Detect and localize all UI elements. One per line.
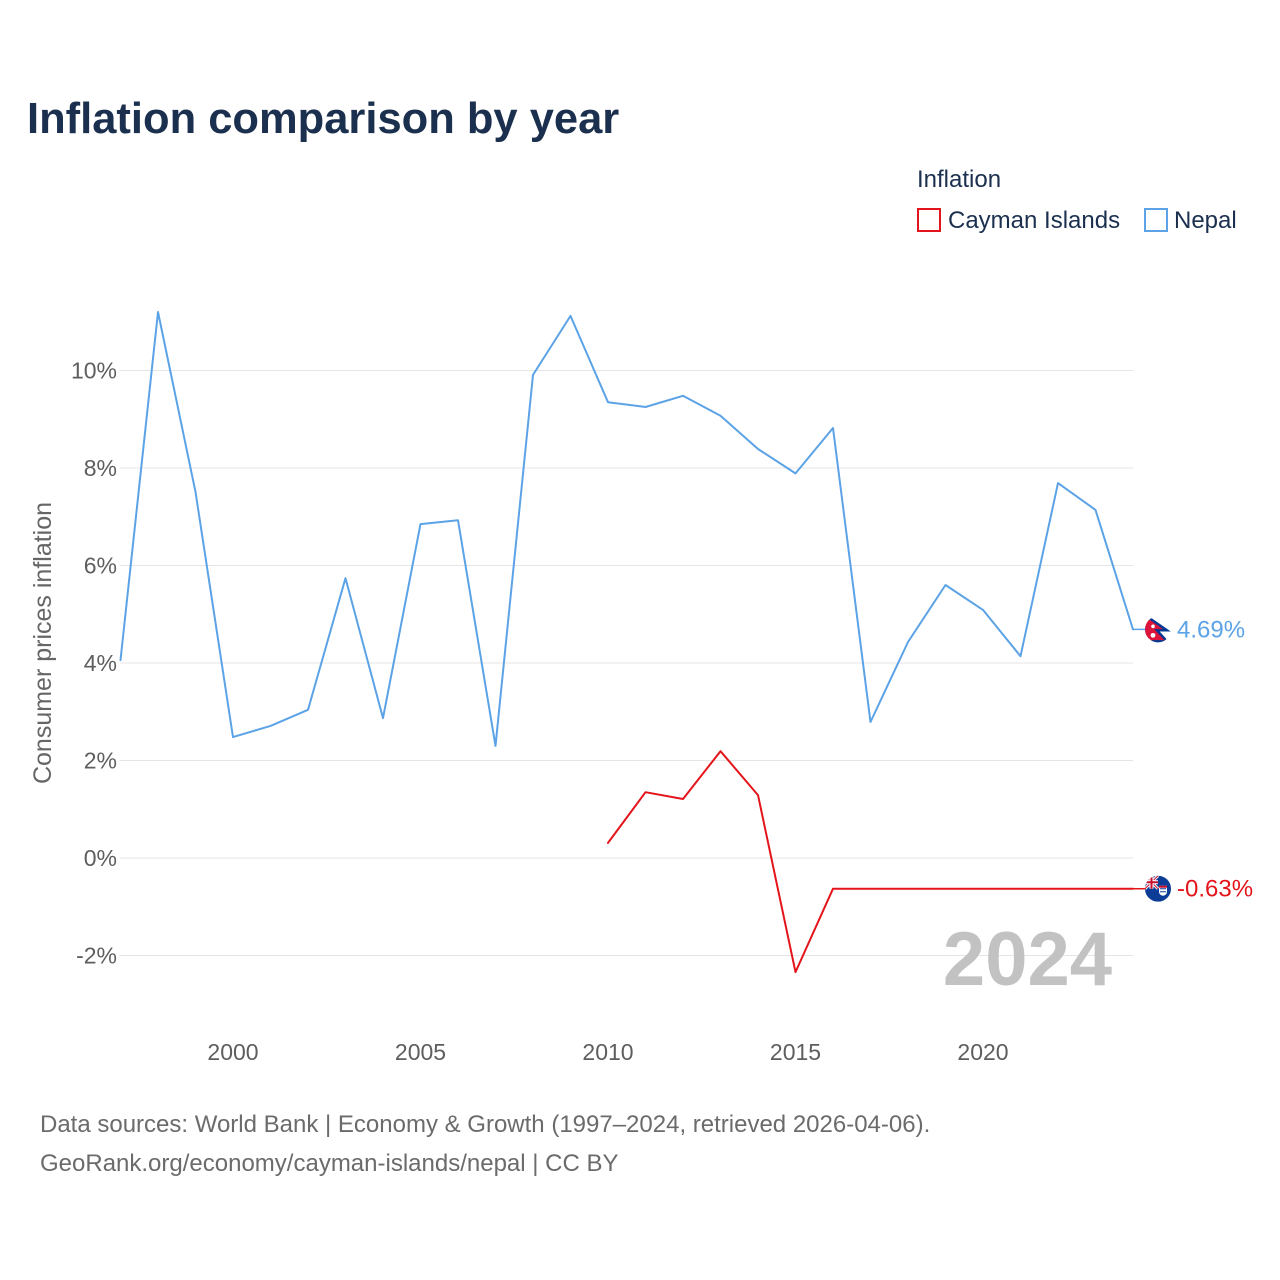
- data-point-nepal-2015: [793, 470, 799, 476]
- data-point-cayman-islands-2022: [1055, 886, 1061, 892]
- y-tick-label-8: 8%: [84, 455, 117, 481]
- data-point-cayman-islands-2019: [943, 886, 949, 892]
- data-point-nepal-2020: [980, 607, 986, 613]
- y-tick-label-10: 10%: [71, 357, 117, 383]
- data-point-nepal-2019: [943, 582, 949, 588]
- legend-item-cayman-islands[interactable]: Cayman Islands: [917, 207, 1120, 234]
- data-point-nepal-2008: [530, 372, 536, 378]
- data-point-cayman-islands-2021: [1018, 886, 1024, 892]
- series-lines: [118, 309, 1134, 975]
- current-year-label: 2024: [943, 917, 1112, 1002]
- data-point-cayman-islands-2018: [905, 886, 911, 892]
- data-point-nepal-2018: [905, 639, 911, 645]
- data-point-nepal-1998: [155, 309, 161, 315]
- data-point-cayman-islands-2012: [680, 796, 686, 802]
- y-tick-label-4: 4%: [84, 650, 117, 676]
- data-point-cayman-islands-2016: [830, 886, 836, 892]
- data-point-nepal-2021: [1018, 653, 1024, 659]
- legend-item-nepal[interactable]: Nepal: [1144, 207, 1237, 234]
- data-point-cayman-islands-2020: [980, 886, 986, 892]
- legend-label-cayman-islands: Cayman Islands: [948, 207, 1120, 234]
- x-axis-tick-labels: 2000 2005 2010 2015 2020: [207, 1039, 1008, 1065]
- chart-title: Inflation comparison by year: [27, 95, 619, 143]
- x-tick-label-2000: 2000: [207, 1039, 258, 1065]
- data-point-nepal-2016: [830, 425, 836, 431]
- nepal-flag-icon: [1145, 616, 1171, 643]
- data-point-nepal-2017: [868, 719, 874, 725]
- data-point-nepal-2023: [1093, 507, 1099, 513]
- legend-title: Inflation: [917, 166, 1001, 193]
- x-tick-label-2005: 2005: [395, 1039, 446, 1065]
- data-point-nepal-2012: [680, 393, 686, 399]
- gridlines: [119, 369, 1133, 957]
- source-line-2: GeoRank.org/economy/cayman-islands/nepal…: [40, 1150, 619, 1177]
- data-point-cayman-islands-2011: [643, 789, 649, 795]
- data-point-nepal-2010: [605, 399, 611, 405]
- data-point-nepal-2007: [493, 743, 499, 749]
- end-label-nepal: 4.69%: [1177, 616, 1245, 643]
- y-tick-label-6: 6%: [84, 552, 117, 578]
- data-point-nepal-2000: [230, 734, 236, 740]
- y-tick-label-minus-2: -2%: [76, 943, 117, 969]
- legend-label-nepal: Nepal: [1174, 207, 1237, 234]
- data-point-cayman-islands-2015: [793, 969, 799, 975]
- data-point-cayman-islands-2023: [1093, 886, 1099, 892]
- data-point-nepal-2002: [305, 707, 311, 713]
- data-point-cayman-islands-2010: [605, 840, 611, 846]
- data-point-cayman-islands-2017: [868, 886, 874, 892]
- legend-swatch-nepal: [1144, 208, 1168, 232]
- legend-swatch-cayman-islands: [917, 208, 941, 232]
- x-tick-label-2020: 2020: [957, 1039, 1008, 1065]
- data-point-nepal-2001: [268, 723, 274, 729]
- source-line-1: Data sources: World Bank | Economy & Gro…: [40, 1111, 930, 1138]
- data-point-nepal-2005: [418, 521, 424, 527]
- x-tick-label-2010: 2010: [582, 1039, 633, 1065]
- data-point-nepal-2013: [718, 413, 724, 419]
- data-point-nepal-2022: [1055, 480, 1061, 486]
- y-axis-label: Consumer prices inflation: [29, 502, 57, 784]
- data-point-cayman-islands-2014: [755, 792, 761, 798]
- data-point-nepal-2006: [455, 517, 461, 523]
- y-tick-label-2: 2%: [84, 748, 117, 774]
- data-point-nepal-2004: [380, 715, 386, 721]
- series-line-nepal: [119, 311, 1134, 747]
- data-point-nepal-2014: [755, 446, 761, 452]
- data-point-nepal-1999: [193, 489, 199, 495]
- data-point-nepal-2003: [343, 575, 349, 581]
- end-label-cayman-islands: -0.63%: [1177, 876, 1253, 903]
- x-tick-label-2015: 2015: [770, 1039, 821, 1065]
- data-point-nepal-2009: [568, 313, 574, 319]
- data-point-cayman-islands-2013: [718, 748, 724, 754]
- data-point-nepal-2011: [643, 404, 649, 410]
- data-point-nepal-1997: [118, 657, 124, 663]
- y-tick-label-0: 0%: [84, 845, 117, 871]
- end-labels: -0.63% 4.69%: [1133, 616, 1253, 903]
- series-line-cayman-islands: [607, 750, 1134, 974]
- y-axis-tick-labels: 10% 8% 6% 4% 2% 0% -2%: [71, 357, 117, 968]
- legend: Inflation Cayman Islands Nepal: [917, 166, 1237, 234]
- cayman-islands-flag-icon: [1145, 875, 1171, 902]
